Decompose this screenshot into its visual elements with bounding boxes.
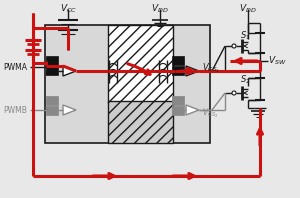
Bar [45, 25, 210, 143]
Bar [46, 106, 58, 115]
Text: $V_{GS_1}$: $V_{GS_1}$ [202, 61, 220, 75]
Text: PWMB: PWMB [3, 106, 27, 114]
Bar [46, 66, 58, 75]
Text: $V_{CC}$: $V_{CC}$ [59, 2, 76, 14]
Text: $V_{DD}$: $V_{DD}$ [151, 2, 169, 14]
Bar [172, 106, 184, 115]
Text: $V_{DD}$: $V_{DD}$ [239, 2, 257, 14]
Bar [172, 66, 184, 75]
Bar [46, 56, 58, 65]
Circle shape [232, 91, 236, 95]
Bar [172, 56, 184, 65]
Bar [108, 101, 173, 143]
Bar [172, 96, 184, 105]
Polygon shape [63, 66, 76, 76]
Polygon shape [63, 105, 76, 115]
Text: $V_{SW}$: $V_{SW}$ [268, 55, 287, 67]
Polygon shape [186, 66, 199, 76]
Polygon shape [186, 105, 199, 115]
Text: PWMA: PWMA [3, 63, 27, 71]
Text: $S_2$: $S_2$ [240, 74, 250, 86]
Circle shape [232, 44, 236, 48]
Bar [46, 96, 58, 105]
Bar [108, 25, 173, 103]
Text: $V_{GS_2}$: $V_{GS_2}$ [202, 106, 219, 120]
Text: $S_1$: $S_1$ [240, 30, 250, 42]
